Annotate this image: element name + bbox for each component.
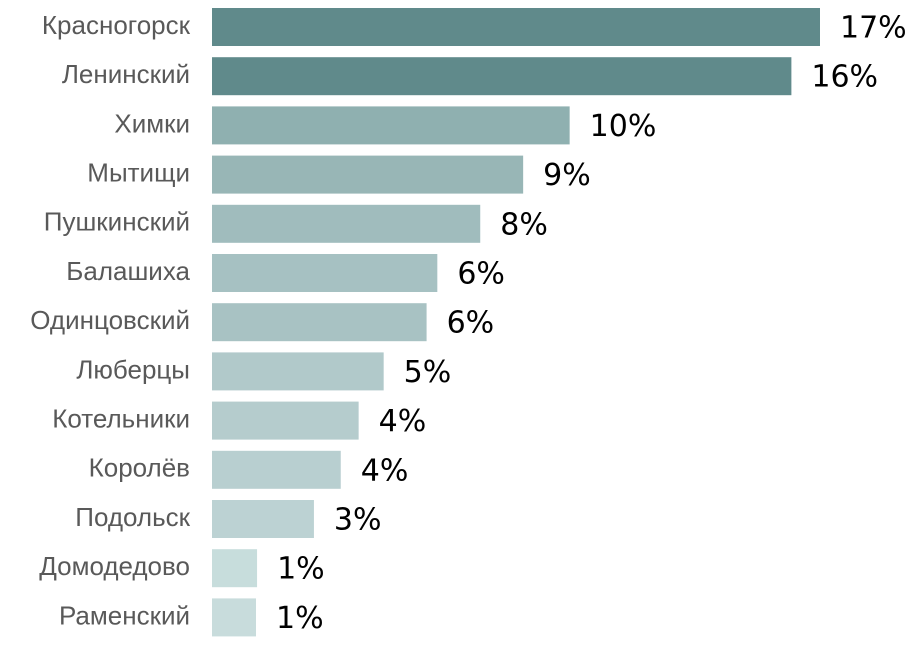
category-label: Ленинский [62, 59, 190, 89]
category-label: Химки [114, 108, 190, 138]
category-label: Подольск [75, 502, 190, 532]
bar [212, 450, 341, 489]
value-label: 1% [277, 552, 325, 587]
value-label: 1% [276, 601, 324, 636]
category-label: Королёв [89, 453, 190, 483]
bar [212, 303, 427, 342]
bar [212, 106, 570, 145]
bar [212, 57, 792, 96]
value-label: 6% [457, 257, 505, 292]
bar [212, 598, 256, 637]
value-label: 5% [404, 355, 452, 390]
category-label: Пушкинский [44, 207, 190, 237]
value-label: 16% [811, 60, 878, 95]
bar [212, 401, 359, 440]
bar [212, 204, 481, 243]
value-label: 17% [840, 11, 905, 46]
bar [212, 549, 258, 588]
value-label: 3% [334, 503, 382, 538]
category-label: Раменский [59, 600, 190, 630]
category-label: Котельники [52, 403, 190, 433]
value-label: 8% [500, 207, 548, 242]
value-label: 9% [543, 158, 591, 193]
bar [212, 155, 524, 194]
category-label: Домодедово [39, 551, 190, 581]
value-label: 4% [361, 453, 409, 488]
category-label: Балашиха [66, 256, 190, 286]
bar [212, 254, 438, 292]
value-label: 4% [379, 404, 427, 439]
category-label: Люберцы [76, 354, 190, 384]
category-label: Одинцовский [30, 305, 190, 335]
category-label: Красногорск [42, 10, 191, 40]
bar [212, 8, 820, 46]
category-label: Мытищи [87, 157, 190, 187]
bar [212, 500, 314, 538]
value-label: 10% [590, 109, 657, 144]
value-label: 6% [447, 306, 495, 341]
bar [212, 352, 384, 391]
